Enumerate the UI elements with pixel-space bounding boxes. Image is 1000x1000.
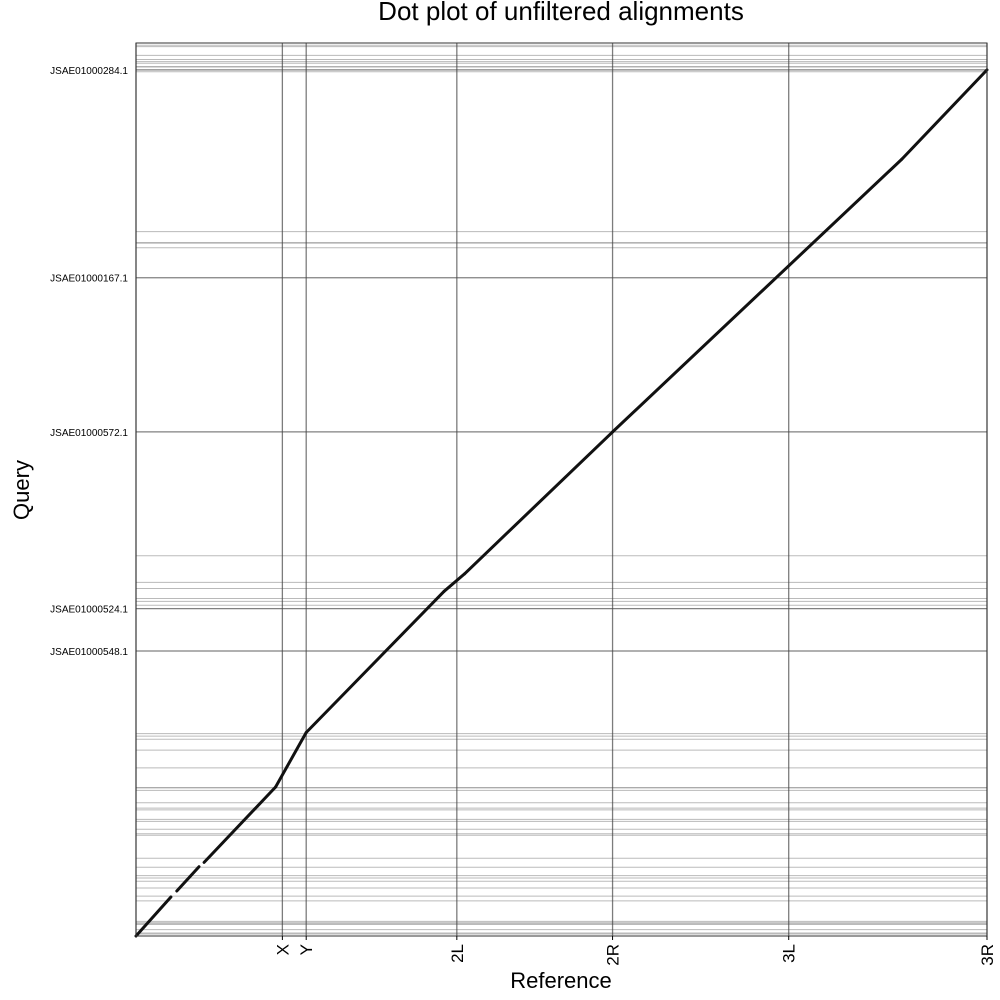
grid-layer: [135, 43, 988, 936]
x-tick-label: X: [273, 944, 292, 955]
alignment-segment: [175, 865, 201, 893]
alignment-segment: [442, 572, 466, 593]
y-axis-title: Query: [9, 460, 34, 520]
alignment-segment: [202, 785, 278, 864]
x-axis-title: Reference: [510, 968, 612, 993]
plot-area: [136, 43, 987, 936]
y-tick-label: JSAE01000548.1: [50, 647, 128, 658]
alignment-segment: [463, 430, 615, 576]
x-tick-label: 2R: [604, 944, 623, 966]
alignment-segment: [134, 895, 173, 938]
alignment-segment: [900, 68, 989, 161]
x-tick-label: 3L: [780, 944, 799, 963]
chart-title: Dot plot of unfiltered alignments: [378, 0, 744, 26]
alignment-segments: [134, 68, 989, 938]
alignment-segment: [304, 589, 446, 734]
axis-layer: X Y 2L 2R 3L 3R JSAE01000548.1 JSAE01000524.1 JS…: [50, 42, 997, 966]
alignment-segment: [274, 731, 308, 789]
x-tick-label: 3R: [978, 944, 997, 966]
y-tick-label: JSAE01000167.1: [50, 274, 128, 285]
y-tick-label: JSAE01000284.1: [50, 66, 128, 77]
x-tick-label: 2L: [448, 944, 467, 963]
alignment-segment: [611, 157, 904, 434]
y-tick-label: JSAE01000524.1: [50, 605, 128, 616]
plot-frame: [135, 42, 988, 937]
y-tick-label: JSAE01000572.1: [50, 428, 128, 439]
x-tick-label: Y: [297, 944, 316, 955]
